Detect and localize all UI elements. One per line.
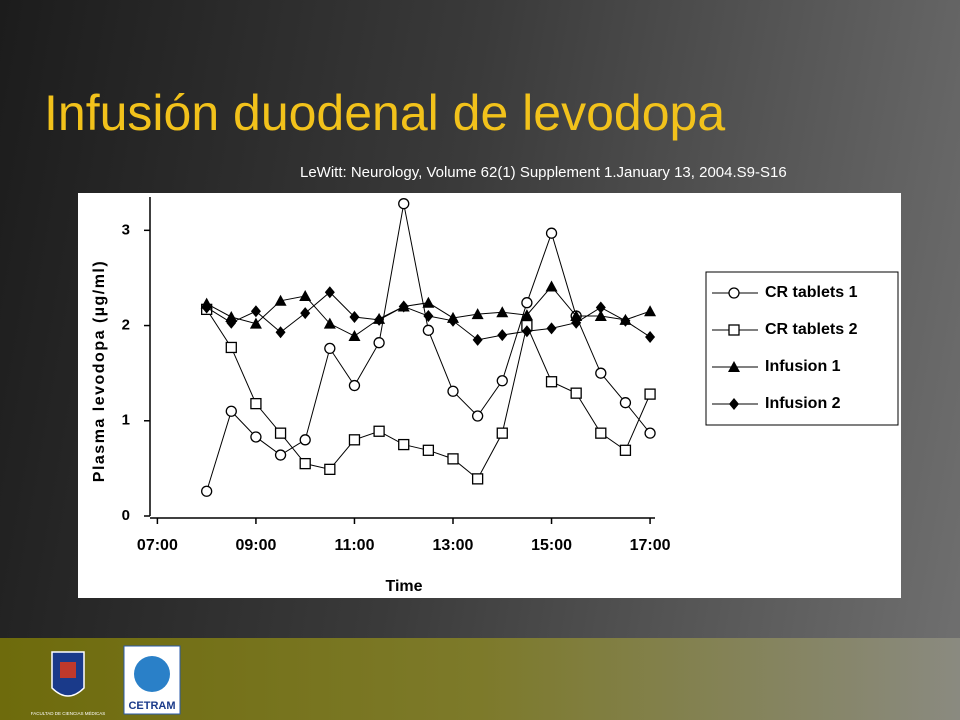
marker-square xyxy=(496,427,508,439)
logo-caption: FACULTAD DE CIENCIAS MÉDICAS xyxy=(31,710,106,716)
shield-detail xyxy=(60,662,76,678)
marker-triangle xyxy=(520,309,533,321)
marker-diamond xyxy=(645,330,656,343)
x-tick-label: 07:00 xyxy=(137,537,178,554)
marker-circle xyxy=(274,449,287,461)
marker-square xyxy=(447,453,459,465)
marker-diamond xyxy=(521,325,532,338)
x-axis-label: Time xyxy=(385,578,422,595)
marker-triangle xyxy=(249,317,262,329)
marker-square xyxy=(299,457,311,470)
marker-triangle xyxy=(594,310,607,322)
marker-square xyxy=(398,438,410,451)
marker-triangle xyxy=(299,290,312,302)
marker-circle xyxy=(728,287,740,299)
marker-diamond xyxy=(201,301,212,314)
marker-diamond xyxy=(546,322,557,335)
marker-triangle xyxy=(545,280,558,292)
marker-square xyxy=(373,425,385,437)
marker-triangle xyxy=(644,305,657,317)
x-tick-label: 13:00 xyxy=(433,537,474,554)
marker-circle xyxy=(619,397,632,409)
marker-diamond xyxy=(448,314,458,327)
marker-diamond xyxy=(275,326,286,339)
x-tick-label: 09:00 xyxy=(235,537,276,554)
marker-circle xyxy=(225,405,237,417)
marker-diamond xyxy=(374,313,385,326)
marker-circle xyxy=(644,427,656,439)
marker-triangle xyxy=(422,296,435,308)
marker-circle xyxy=(595,367,607,379)
marker-square xyxy=(324,463,336,475)
marker-triangle xyxy=(348,330,361,342)
marker-square xyxy=(225,341,237,354)
marker-diamond xyxy=(620,314,631,327)
marker-circle xyxy=(398,198,410,210)
marker-triangle xyxy=(274,294,287,306)
marker-square xyxy=(348,434,361,446)
marker-diamond xyxy=(398,300,409,313)
y-tick-label: 3 xyxy=(122,221,130,238)
marker-square xyxy=(274,427,287,439)
marker-circle xyxy=(201,485,213,497)
marker-diamond xyxy=(595,301,606,314)
marker-circle xyxy=(521,297,533,309)
y-tick-label: 2 xyxy=(122,317,130,334)
marker-circle xyxy=(496,375,508,387)
legend-label: Infusion 1 xyxy=(765,358,841,375)
marker-circle xyxy=(373,337,385,349)
legend-label: CR tablets 2 xyxy=(765,321,858,338)
marker-circle xyxy=(422,324,435,336)
marker-circle xyxy=(447,385,459,397)
marker-circle xyxy=(250,431,262,443)
x-tick-label: 15:00 xyxy=(531,537,572,554)
y-tick-label: 0 xyxy=(122,507,130,524)
y-tick-label: 1 xyxy=(122,412,130,429)
marker-diamond xyxy=(226,316,237,329)
marker-diamond xyxy=(349,310,360,323)
marker-diamond xyxy=(423,310,434,323)
marker-square xyxy=(250,397,262,410)
marker-circle xyxy=(299,434,311,446)
footer-band: FACULTAD DE CIENCIAS MÉDICAS CETRAM xyxy=(0,638,960,720)
marker-triangle xyxy=(471,308,484,320)
marker-square xyxy=(595,427,607,439)
marker-square xyxy=(471,473,484,485)
marker-triangle xyxy=(496,306,509,318)
marker-diamond xyxy=(250,305,261,318)
marker-circle xyxy=(348,379,361,392)
marker-circle xyxy=(545,227,558,239)
x-tick-label: 17:00 xyxy=(630,537,671,554)
logo-name: CETRAM xyxy=(128,700,175,712)
marker-square xyxy=(422,444,435,456)
x-tick-label: 11:00 xyxy=(334,537,374,554)
marker-triangle xyxy=(728,361,740,372)
marker-circle xyxy=(324,342,336,355)
marker-diamond xyxy=(729,398,739,410)
marker-diamond xyxy=(497,329,508,342)
marker-square xyxy=(619,444,632,456)
marker-triangle xyxy=(570,310,583,322)
marker-diamond xyxy=(300,307,311,320)
marker-square xyxy=(570,387,582,399)
marker-circle xyxy=(471,410,484,422)
legend-label: CR tablets 1 xyxy=(765,284,858,301)
cetram-icon xyxy=(134,656,170,692)
marker-diamond xyxy=(324,286,335,299)
y-axis-label: Plasma levodopa (µg/ml) xyxy=(91,260,108,482)
marker-square xyxy=(644,388,656,400)
marker-square xyxy=(545,376,558,388)
citation: LeWitt: Neurology, Volume 62(1) Suppleme… xyxy=(300,164,787,181)
marker-diamond xyxy=(472,333,483,346)
marker-diamond xyxy=(571,316,582,329)
marker-triangle xyxy=(225,310,238,322)
marker-square xyxy=(728,324,740,336)
logos: FACULTAD DE CIENCIAS MÉDICAS CETRAM xyxy=(31,645,181,716)
marker-triangle xyxy=(323,317,336,329)
chart: 0 1 2 3 07:00 09:00 11:00 13:00 15:00 17:00 Time Pl… xyxy=(78,193,901,598)
slide-title: Infusión duodenal de levodopa xyxy=(44,85,726,141)
legend-label: Infusion 2 xyxy=(765,395,841,412)
legend-box xyxy=(705,271,899,426)
